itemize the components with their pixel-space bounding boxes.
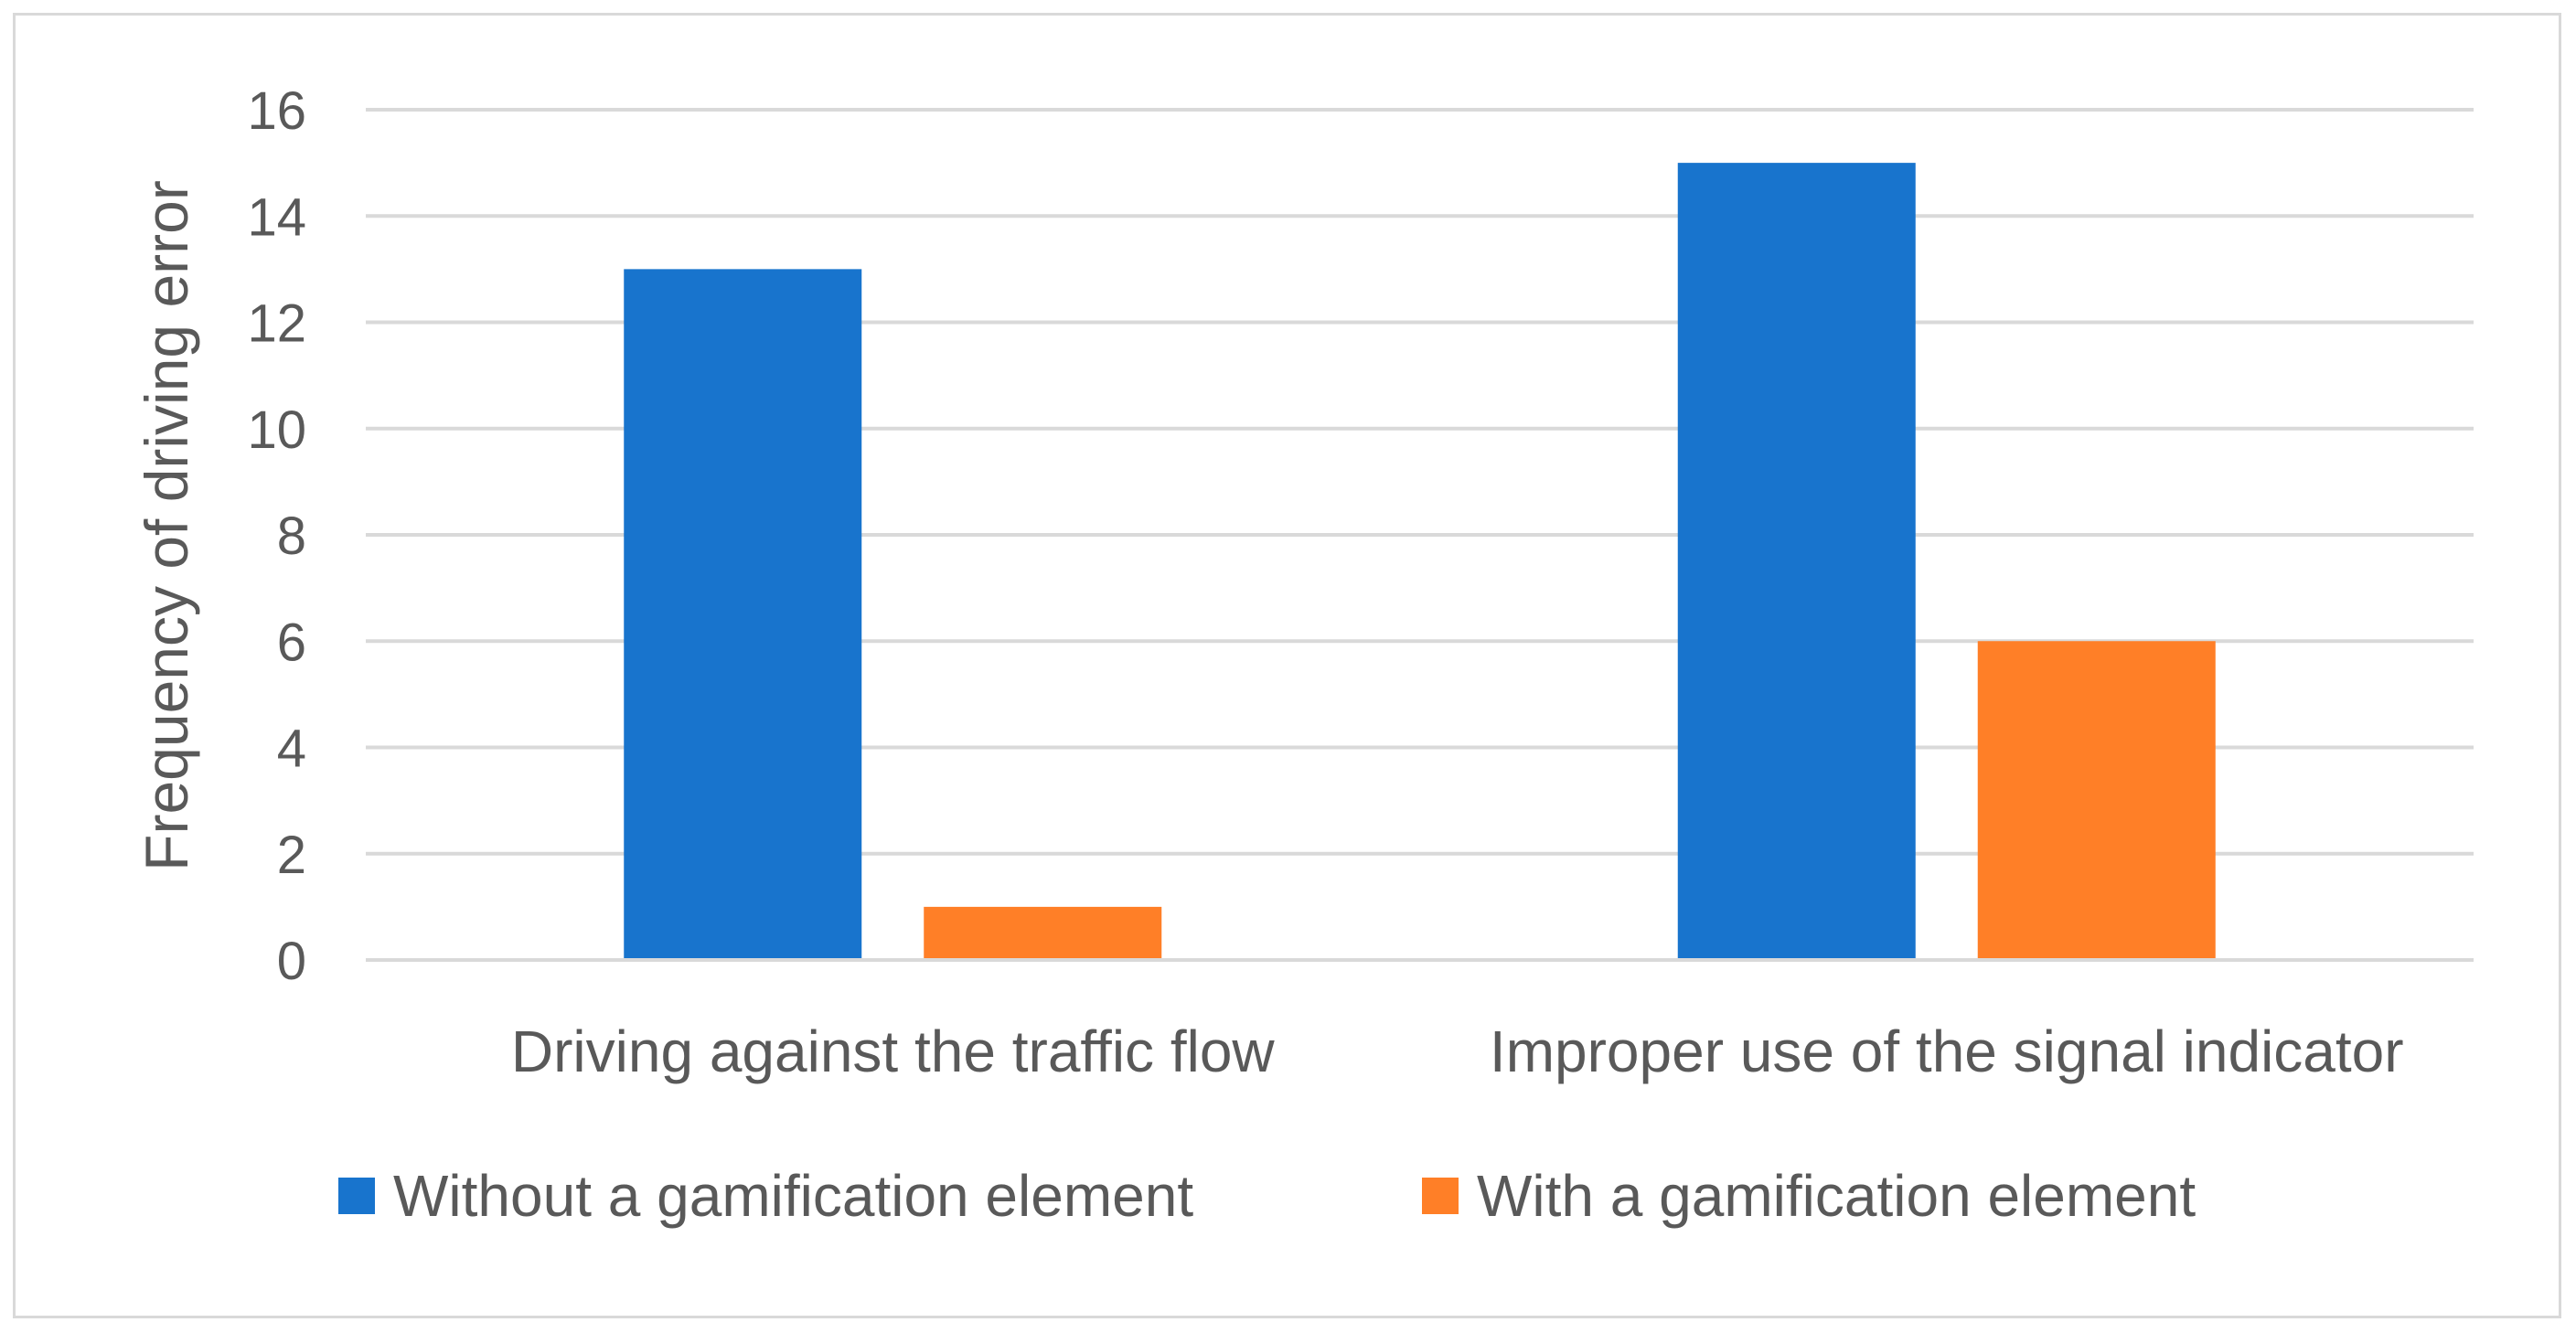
- category-label-1: Driving against the traffic flow: [511, 1018, 1276, 1084]
- category-labels: Driving against the traffic flow Improper…: [511, 1018, 2404, 1084]
- y-tick-label-14: 14: [247, 187, 306, 247]
- y-tick-label-12: 12: [247, 294, 306, 354]
- category-label-2: Improper use of the signal indicator: [1490, 1018, 2404, 1084]
- bar-without-gamification-1: [624, 269, 862, 960]
- bar-without-gamification-2: [1677, 163, 1916, 960]
- y-tick-label-4: 4: [277, 720, 306, 779]
- y-tick-label-16: 16: [247, 81, 306, 141]
- y-tick-label-10: 10: [247, 400, 306, 460]
- legend-label-without-gamification: Without a gamification element: [393, 1163, 1193, 1229]
- bar-with-gamification-1: [924, 906, 1162, 960]
- bar-with-gamification-2: [1977, 641, 2216, 960]
- y-axis-title: Frequency of driving error: [133, 180, 200, 871]
- y-tick-label-0: 0: [277, 932, 306, 991]
- legend-swatch-without-gamification: [338, 1178, 375, 1214]
- y-tick-labels: 0 2 4 6 8 10 12 14 16: [247, 81, 306, 991]
- y-tick-label-2: 2: [277, 826, 306, 885]
- legend: Without a gamification element With a gam…: [338, 1163, 2196, 1229]
- bars: [366, 163, 2474, 962]
- y-tick-label-6: 6: [277, 613, 306, 672]
- legend-swatch-with-gamification: [1422, 1178, 1459, 1214]
- legend-label-with-gamification: With a gamification element: [1477, 1163, 2196, 1229]
- y-tick-label-8: 8: [277, 507, 306, 566]
